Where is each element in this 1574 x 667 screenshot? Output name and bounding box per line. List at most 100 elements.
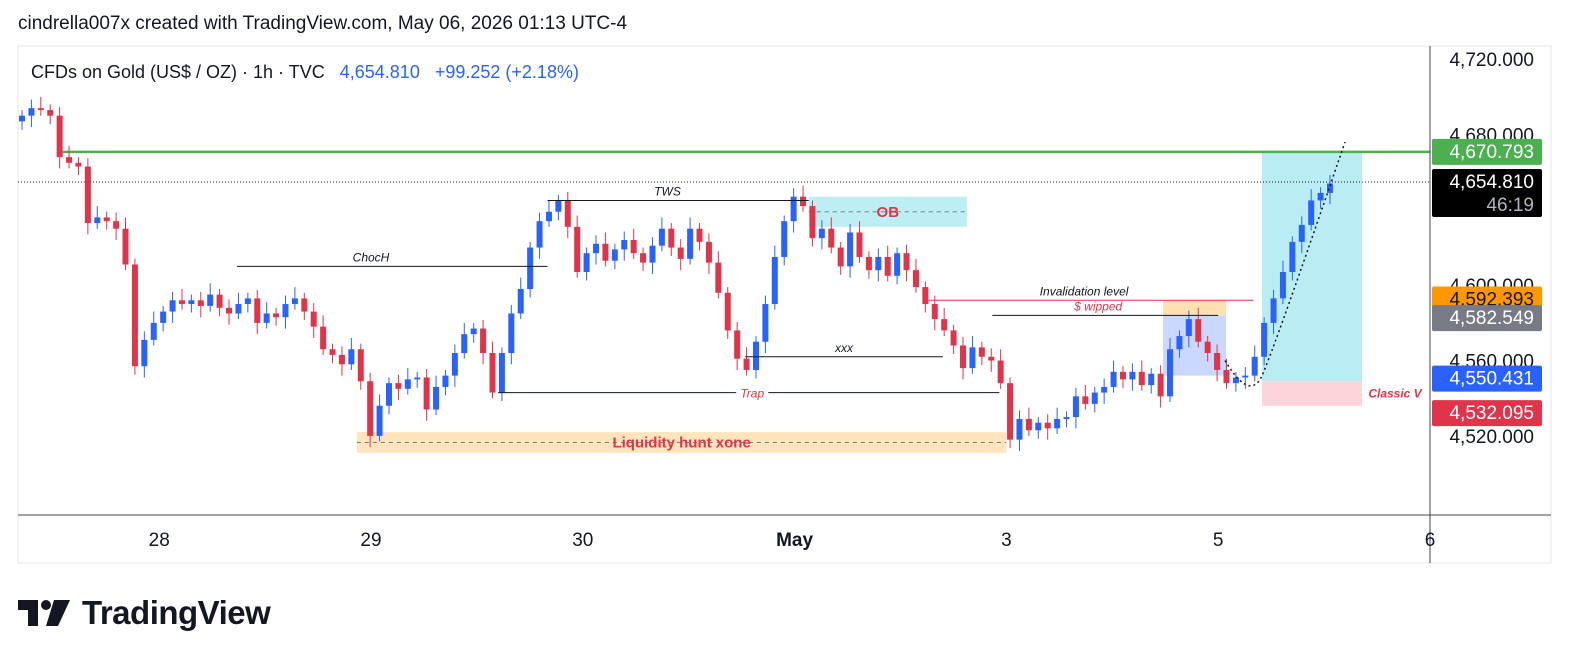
time-tick-label: 5	[1213, 530, 1224, 551]
candle-body	[1308, 200, 1315, 225]
candle-body	[103, 217, 110, 222]
candle-body	[527, 247, 534, 289]
candle-body	[1232, 377, 1239, 384]
candle-body	[489, 353, 496, 393]
candle-body	[37, 108, 44, 111]
candle-body	[56, 115, 63, 158]
candle-body	[856, 232, 863, 257]
candle-body	[84, 166, 91, 224]
candle-body	[1035, 422, 1042, 431]
candle-body	[310, 311, 317, 327]
candle-body	[1072, 396, 1079, 418]
candle-body	[395, 383, 402, 389]
candlestick-chart[interactable]: OB Liquidity hunt xone ChocH TWS xxx Trap Inv…	[0, 0, 1574, 570]
target-zone	[1262, 151, 1362, 382]
legend-last-price: 4,654.810	[340, 62, 420, 82]
annotation-label: TWS	[654, 184, 681, 198]
candles-layer	[19, 96, 1333, 451]
candle-body	[555, 200, 562, 212]
candle-body	[564, 200, 571, 227]
price-tags-layer: 4,670.7934,654.81046:194,592.3934,582.54…	[1432, 138, 1542, 427]
classic-v-label: Classic V	[1368, 387, 1422, 401]
candle-body	[800, 196, 807, 207]
candle-body	[1195, 319, 1202, 342]
candle-body	[687, 228, 694, 259]
candle-body	[282, 304, 289, 318]
candle-body	[1261, 322, 1268, 357]
candle-body	[884, 256, 891, 276]
symbol-name: CFDs on Gold (US$ / OZ) · 1h · TVC	[31, 62, 325, 82]
candle-body	[574, 226, 581, 273]
candle-body	[640, 253, 647, 263]
candle-body	[1251, 356, 1258, 376]
candle-body	[903, 253, 910, 271]
candle-body	[1214, 353, 1221, 370]
candle-body	[131, 264, 138, 367]
price-tag	[1432, 400, 1542, 427]
candle-body	[1185, 319, 1192, 337]
time-tick-label: 30	[572, 530, 593, 551]
candle-body	[470, 328, 477, 335]
logo-wordmark: TradingView	[82, 594, 271, 631]
candle-body	[273, 313, 280, 318]
candle-body	[894, 253, 901, 276]
candle-body	[1298, 224, 1305, 242]
candle-body	[1025, 418, 1032, 431]
price-tick-label: 4,720.000	[1449, 50, 1534, 71]
candle-body	[762, 304, 769, 342]
candle-body	[517, 288, 524, 314]
time-tick-label: 3	[1001, 530, 1012, 551]
candle-body	[461, 334, 468, 354]
candle-body	[1204, 341, 1211, 354]
candle-body	[922, 287, 929, 305]
candle-body	[498, 353, 505, 393]
price-tag-value: 4,582.549	[1449, 308, 1534, 329]
candle-body	[602, 243, 609, 261]
candle-body	[1317, 192, 1324, 201]
candle-body	[414, 377, 421, 380]
symbol-legend: CFDs on Gold (US$ / OZ) · 1h · TVC 4,654…	[31, 62, 579, 82]
countdown-label: 46:19	[1486, 195, 1534, 216]
annotation-label: Invalidation level	[1040, 284, 1129, 298]
candle-body	[141, 339, 148, 367]
candle-body	[724, 292, 731, 331]
candle-body	[94, 217, 101, 224]
price-tick-label: 4,520.000	[1449, 427, 1534, 448]
candle-body	[912, 270, 919, 288]
candle-body	[197, 300, 204, 306]
candle-body	[1044, 422, 1051, 429]
price-tag	[1432, 138, 1542, 165]
candle-body	[320, 326, 327, 350]
candle-body	[1270, 298, 1277, 323]
time-tick-label: 6	[1425, 530, 1436, 551]
candle-body	[1138, 371, 1145, 386]
candle-body	[244, 298, 251, 305]
candle-body	[705, 241, 712, 263]
candle-body	[1223, 369, 1230, 384]
candle-body	[960, 345, 967, 369]
candle-body	[847, 232, 854, 267]
candle-body	[404, 379, 411, 389]
tradingview-logo: TradingView	[18, 594, 271, 632]
candle-body	[1119, 371, 1126, 380]
candle-body	[1016, 418, 1023, 440]
candle-body	[1082, 396, 1089, 404]
price-tag-value: 4,670.793	[1449, 142, 1534, 163]
candle-body	[160, 311, 167, 323]
candle-body	[254, 298, 261, 323]
price-tag-value: 4,532.095	[1449, 403, 1534, 424]
price-tag	[1432, 365, 1542, 392]
candle-body	[338, 354, 345, 365]
candle-body	[536, 221, 543, 248]
candle-body	[188, 300, 195, 305]
time-axis: 28 29 30 May 3 5 6	[18, 514, 1551, 551]
price-tag-value: 4,654.810	[1449, 172, 1534, 193]
candle-body	[480, 328, 487, 354]
candle-body	[263, 313, 270, 323]
candle-body	[226, 307, 233, 314]
annotation-label: xxx	[834, 341, 854, 355]
candle-body	[790, 196, 797, 222]
levels-layer	[18, 150, 1430, 183]
candle-body	[941, 319, 948, 331]
candle-body	[828, 228, 835, 248]
